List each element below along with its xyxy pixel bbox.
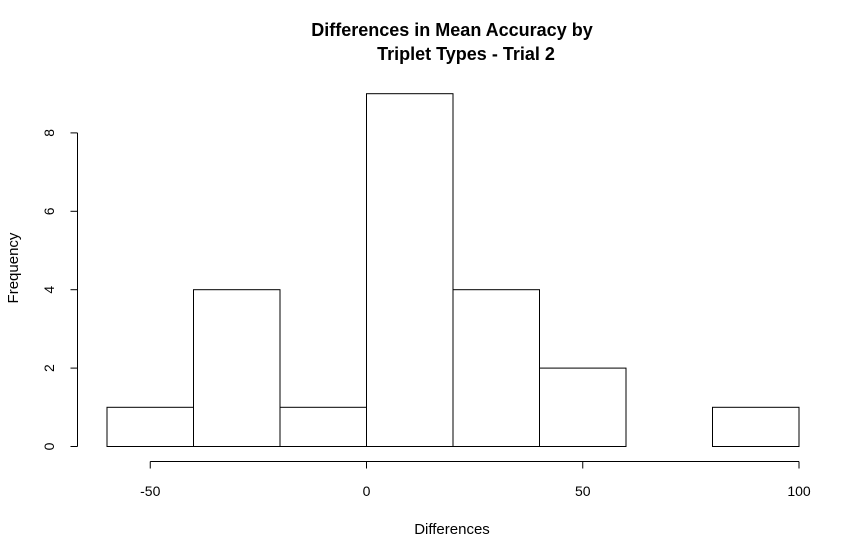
x-axis: -50 0 50 100 — [140, 461, 811, 499]
histogram-bar-1 — [193, 289, 281, 448]
histogram-bar-3 — [366, 93, 454, 447]
histogram-bar-4 — [452, 289, 540, 448]
x-tick-label-0: 0 — [363, 483, 371, 499]
y-tick-label-0: 0 — [41, 442, 57, 450]
histogram-bar-7 — [712, 406, 800, 447]
x-tick-label-50: 50 — [575, 483, 591, 499]
y-tick-label-6: 6 — [41, 207, 57, 215]
y-tick-label-2: 2 — [41, 364, 57, 372]
y-axis-label: Frequency — [5, 232, 22, 303]
bars-group — [106, 93, 800, 448]
chart-title-line-2: Triplet Types - Trial 2 — [377, 44, 555, 64]
histogram-bar-0 — [106, 406, 194, 447]
x-tick-label--50: -50 — [140, 483, 160, 499]
x-tick-label-100: 100 — [787, 483, 811, 499]
histogram-bar-5 — [539, 367, 627, 448]
x-axis-label: Differences — [414, 521, 490, 538]
y-axis: 0 2 4 6 8 — [41, 129, 78, 450]
chart-title-line-1: Differences in Mean Accuracy by — [311, 20, 592, 40]
y-tick-label-4: 4 — [41, 286, 57, 294]
y-tick-label-8: 8 — [41, 129, 57, 137]
histogram-bar-2 — [279, 406, 367, 447]
